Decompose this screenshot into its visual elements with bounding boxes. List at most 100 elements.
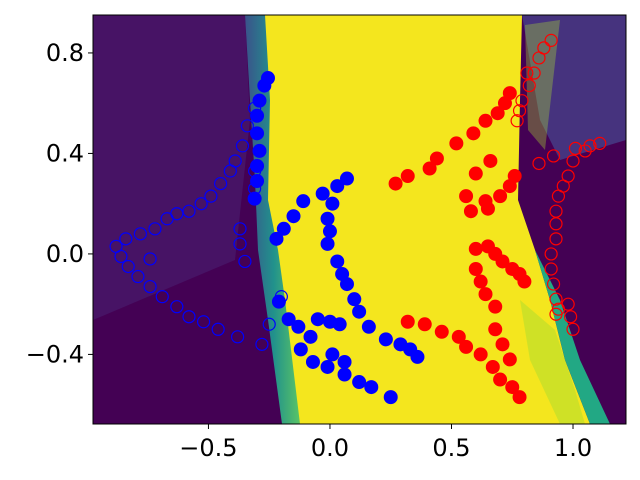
filled-point	[330, 254, 345, 269]
filled-point	[502, 352, 517, 367]
filled-point	[490, 106, 505, 121]
filled-point	[286, 209, 301, 224]
hollow-point	[515, 94, 529, 108]
hollow-point	[593, 136, 607, 150]
hollow-point	[578, 144, 592, 158]
filled-point	[388, 176, 403, 191]
filled-point	[459, 339, 474, 354]
filled-point	[502, 86, 517, 101]
filled-point	[459, 189, 474, 204]
hollow-point	[512, 104, 527, 118]
x-tick-label: −0.5	[179, 434, 237, 462]
hollow-point	[211, 322, 225, 336]
surface-edge	[525, 20, 560, 150]
hollow-point	[551, 189, 566, 203]
y-tick-label: 0.0	[46, 240, 84, 268]
filled-point	[320, 236, 335, 251]
hollow-point	[544, 33, 558, 47]
filled-point	[250, 108, 265, 123]
filled-point	[378, 332, 393, 347]
filled-point	[493, 189, 508, 204]
filled-point	[320, 211, 335, 226]
filled-point	[337, 367, 352, 382]
hollow-point	[148, 222, 162, 236]
hollow-point	[223, 164, 237, 178]
filled-point	[339, 277, 354, 292]
filled-point	[483, 153, 498, 168]
hollow-point	[520, 66, 534, 80]
filled-point	[364, 380, 379, 395]
hollow-point	[568, 141, 583, 156]
filled-point	[488, 299, 503, 314]
hollow-point	[133, 227, 147, 241]
hollow-point	[155, 290, 169, 304]
filled-point	[347, 292, 362, 307]
filled-point	[352, 375, 367, 390]
x-tick-label: 1.0	[554, 434, 592, 462]
hollow-point	[510, 114, 524, 128]
y-tick-label: 0.4	[46, 139, 84, 167]
hollow-point	[143, 252, 157, 266]
hollow-point	[119, 232, 133, 246]
hollow-point	[182, 204, 196, 218]
hollow-point	[231, 330, 245, 344]
filled-point	[310, 312, 325, 327]
filled-point	[468, 166, 483, 181]
hollow-point	[114, 249, 128, 264]
hollow-point	[182, 310, 196, 324]
hollow-point	[549, 292, 563, 306]
filled-point	[488, 322, 503, 337]
filled-point	[337, 354, 352, 369]
hollow-point	[196, 315, 211, 329]
filled-point	[293, 342, 308, 357]
filled-point	[478, 287, 493, 302]
filled-point	[495, 254, 510, 269]
markers	[109, 33, 607, 405]
hollow-point	[240, 119, 254, 133]
hollow-point	[549, 217, 563, 231]
filled-point	[485, 359, 500, 374]
hollow-point	[583, 139, 597, 153]
filled-point	[330, 179, 345, 194]
filled-point	[325, 347, 340, 362]
filled-point	[507, 169, 522, 184]
surface-region	[265, 15, 590, 424]
filled-point	[252, 143, 267, 158]
hollow-point	[248, 181, 262, 196]
hollow-point	[170, 300, 184, 314]
y-tick-label: −0.4	[26, 340, 84, 368]
hollow-point	[527, 66, 541, 80]
filled-point	[291, 319, 306, 334]
hollow-point	[121, 259, 135, 274]
hollow-point	[563, 310, 578, 324]
hollow-point	[143, 279, 157, 294]
hollow-point	[549, 232, 563, 246]
hollow-point	[566, 154, 580, 168]
filled-point	[473, 274, 488, 289]
hollow-point	[532, 51, 546, 65]
hollow-point	[566, 322, 580, 336]
plot-frame	[92, 14, 627, 425]
filled-point	[417, 317, 432, 332]
filled-point	[352, 304, 367, 319]
filled-point	[269, 231, 284, 246]
hollow-point	[522, 78, 536, 93]
hollow-point	[194, 197, 208, 211]
filled-point	[429, 151, 444, 166]
x-tick-label: 0.0	[311, 434, 349, 462]
filled-point	[303, 329, 318, 344]
filled-point	[478, 113, 493, 128]
hollow-point	[532, 156, 546, 171]
filled-point	[517, 274, 532, 289]
filled-point	[276, 221, 291, 236]
filled-point	[463, 204, 478, 219]
filled-point	[400, 314, 415, 329]
filled-point	[383, 390, 398, 405]
filled-point	[468, 261, 483, 276]
filled-point	[480, 201, 495, 216]
filled-point	[361, 319, 376, 334]
filled-point	[434, 324, 449, 339]
filled-point	[250, 126, 265, 141]
surface-band	[93, 15, 250, 320]
